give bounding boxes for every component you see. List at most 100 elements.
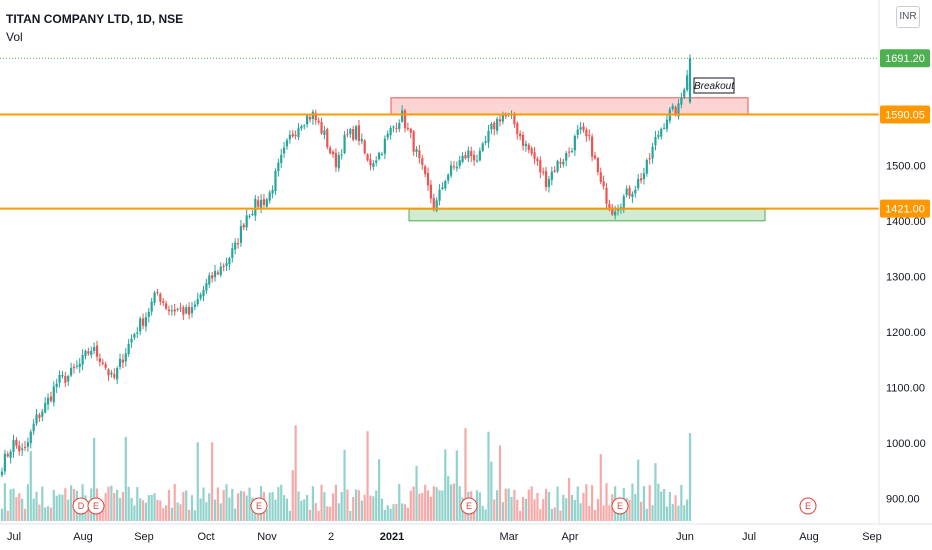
candle-body[interactable] — [567, 151, 571, 153]
candle-body[interactable] — [616, 208, 620, 211]
candle-body[interactable] — [87, 351, 90, 354]
candle-body[interactable] — [608, 203, 611, 209]
candle-body[interactable] — [176, 308, 179, 310]
candle-body[interactable] — [340, 154, 343, 156]
candle-body[interactable] — [139, 318, 142, 332]
candle-body[interactable] — [438, 189, 441, 201]
candle-body[interactable] — [614, 211, 617, 216]
candle-body[interactable] — [52, 386, 55, 403]
candle-body[interactable] — [228, 257, 231, 265]
candle-body[interactable] — [21, 448, 24, 451]
candle-body[interactable] — [127, 343, 130, 355]
candle-body[interactable] — [69, 367, 73, 376]
candle-body[interactable] — [95, 345, 99, 357]
candle-body[interactable] — [346, 134, 349, 136]
candle-body[interactable] — [271, 189, 274, 194]
candle-body[interactable] — [447, 174, 450, 181]
candle-body[interactable] — [516, 123, 519, 134]
candle-body[interactable] — [596, 158, 599, 173]
candle-body[interactable] — [375, 160, 378, 163]
candle-body[interactable] — [41, 411, 44, 417]
candle-body[interactable] — [242, 224, 245, 228]
candle-body[interactable] — [579, 127, 582, 130]
candle-body[interactable] — [570, 151, 574, 153]
annotation-box[interactable] — [693, 77, 735, 94]
candle-body[interactable] — [392, 126, 395, 128]
candle-body[interactable] — [234, 242, 237, 250]
candle-body[interactable] — [153, 292, 156, 303]
candle-body[interactable] — [130, 338, 133, 343]
candle-body[interactable] — [211, 275, 214, 279]
candle-body[interactable] — [268, 192, 271, 201]
candle-body[interactable] — [303, 125, 306, 127]
candle-body[interactable] — [167, 309, 171, 312]
candle-body[interactable] — [412, 131, 415, 152]
candle-body[interactable] — [599, 172, 602, 183]
candle-body[interactable] — [559, 162, 562, 164]
candle-body[interactable] — [441, 187, 444, 190]
candle-body[interactable] — [254, 198, 257, 216]
candle-body[interactable] — [464, 155, 467, 159]
candle-body[interactable] — [671, 105, 674, 109]
candle-body[interactable] — [461, 155, 464, 162]
candle-body[interactable] — [182, 307, 185, 315]
candle-body[interactable] — [0, 471, 4, 476]
candle-body[interactable] — [294, 134, 297, 136]
candle-body[interactable] — [530, 148, 533, 154]
candle-body[interactable] — [481, 143, 484, 151]
candle-body[interactable] — [202, 289, 205, 297]
candle-body[interactable] — [426, 173, 430, 186]
candle-body[interactable] — [288, 134, 291, 140]
candle-body[interactable] — [29, 431, 32, 444]
candle-body[interactable] — [496, 118, 499, 131]
candle-body[interactable] — [84, 350, 87, 357]
candle-body[interactable] — [501, 115, 504, 122]
candle-body[interactable] — [185, 307, 188, 314]
candle-body[interactable] — [533, 152, 536, 159]
candle-body[interactable] — [605, 187, 608, 204]
candle-body[interactable] — [573, 135, 576, 151]
candle-body[interactable] — [257, 200, 260, 207]
candle-body[interactable] — [67, 376, 70, 382]
candle-body[interactable] — [591, 136, 594, 157]
candle-body[interactable] — [683, 89, 686, 97]
candle-body[interactable] — [326, 129, 329, 148]
candle-body[interactable] — [504, 115, 507, 117]
candle-body[interactable] — [225, 263, 228, 266]
candle-body[interactable] — [93, 347, 96, 351]
candle-body[interactable] — [513, 114, 516, 125]
candle-body[interactable] — [18, 445, 21, 452]
candle-body[interactable] — [544, 171, 548, 188]
candle-body[interactable] — [216, 272, 219, 275]
candle-body[interactable] — [280, 154, 283, 164]
candle-body[interactable] — [660, 128, 663, 137]
candle-body[interactable] — [113, 374, 116, 378]
candle-body[interactable] — [475, 160, 479, 162]
candle-body[interactable] — [144, 317, 148, 327]
candle-body[interactable] — [75, 365, 78, 367]
candle-body[interactable] — [101, 362, 104, 364]
earnings-marker[interactable]: D — [72, 497, 90, 515]
candle-body[interactable] — [654, 136, 657, 146]
candle-body[interactable] — [467, 150, 470, 159]
candle-body[interactable] — [159, 293, 162, 302]
candle-body[interactable] — [372, 163, 375, 167]
candle-body[interactable] — [72, 366, 76, 369]
candle-body[interactable] — [484, 141, 487, 143]
candle-body[interactable] — [645, 159, 648, 174]
candle-body[interactable] — [418, 150, 421, 159]
candle-body[interactable] — [680, 97, 683, 105]
candle-body[interactable] — [651, 146, 654, 159]
candle-body[interactable] — [196, 298, 199, 305]
candle-body[interactable] — [58, 374, 61, 383]
candle-body[interactable] — [352, 129, 355, 140]
candle-body[interactable] — [565, 153, 568, 161]
candle-body[interactable] — [366, 154, 369, 161]
candle-body[interactable] — [657, 134, 660, 137]
candle-body[interactable] — [110, 372, 113, 375]
candle-body[interactable] — [631, 193, 634, 197]
candle-body[interactable] — [251, 213, 254, 215]
candle-body[interactable] — [648, 158, 651, 160]
candle-body[interactable] — [173, 309, 176, 312]
candle-body[interactable] — [81, 355, 84, 365]
